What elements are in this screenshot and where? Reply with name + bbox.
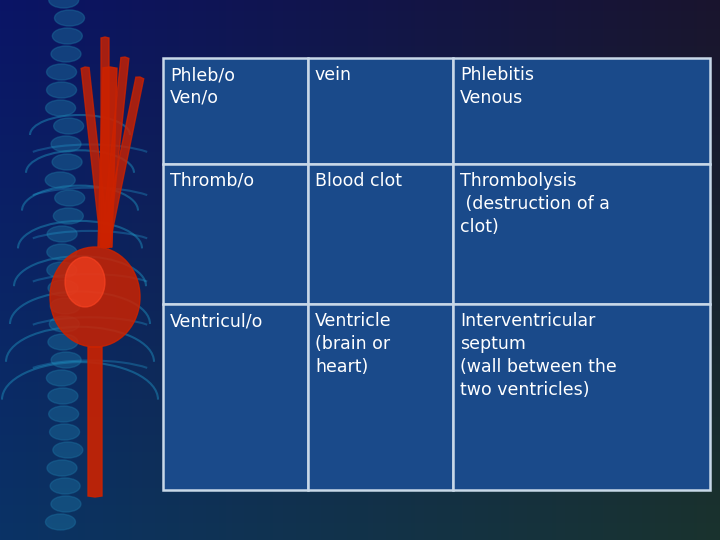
- Bar: [308, 304, 453, 490]
- Ellipse shape: [49, 406, 78, 422]
- Text: Ventricul/o: Ventricul/o: [170, 312, 264, 330]
- Text: Phleb/o
Ven/o: Phleb/o Ven/o: [170, 66, 235, 107]
- Text: Phlebitis
Venous: Phlebitis Venous: [460, 66, 534, 107]
- Ellipse shape: [47, 64, 76, 80]
- Bar: [453, 58, 710, 164]
- Ellipse shape: [50, 424, 80, 440]
- Ellipse shape: [47, 262, 77, 278]
- FancyArrow shape: [81, 67, 109, 247]
- Ellipse shape: [45, 514, 76, 530]
- Bar: [163, 164, 308, 304]
- Ellipse shape: [51, 352, 81, 368]
- Ellipse shape: [53, 28, 82, 44]
- Text: Thrombolysis
 (destruction of a
clot): Thrombolysis (destruction of a clot): [460, 172, 610, 235]
- FancyArrow shape: [101, 77, 144, 248]
- Text: Thromb/o: Thromb/o: [170, 172, 254, 190]
- Ellipse shape: [45, 172, 75, 188]
- Ellipse shape: [48, 334, 78, 350]
- Ellipse shape: [47, 226, 77, 242]
- Bar: [308, 58, 453, 164]
- Ellipse shape: [52, 154, 82, 170]
- Ellipse shape: [48, 388, 78, 404]
- Bar: [308, 164, 453, 304]
- FancyArrow shape: [101, 37, 109, 247]
- Ellipse shape: [46, 370, 76, 386]
- Ellipse shape: [51, 46, 81, 62]
- Ellipse shape: [51, 496, 81, 512]
- Ellipse shape: [55, 190, 85, 206]
- FancyArrow shape: [98, 67, 117, 247]
- Bar: [163, 304, 308, 490]
- Text: vein: vein: [315, 66, 352, 84]
- Ellipse shape: [55, 10, 84, 26]
- Ellipse shape: [47, 82, 76, 98]
- Ellipse shape: [48, 280, 78, 296]
- Ellipse shape: [50, 298, 80, 314]
- Ellipse shape: [65, 257, 105, 307]
- Ellipse shape: [53, 208, 84, 224]
- Text: Interventricular
septum
(wall between the
two ventricles): Interventricular septum (wall between th…: [460, 312, 616, 399]
- Ellipse shape: [45, 100, 76, 116]
- Ellipse shape: [50, 478, 80, 494]
- Ellipse shape: [49, 316, 79, 332]
- FancyArrow shape: [88, 347, 102, 497]
- Ellipse shape: [54, 118, 84, 134]
- Ellipse shape: [50, 247, 140, 347]
- Ellipse shape: [51, 136, 81, 152]
- Bar: [453, 304, 710, 490]
- FancyArrow shape: [101, 57, 129, 247]
- Ellipse shape: [47, 244, 77, 260]
- Ellipse shape: [53, 442, 83, 458]
- Ellipse shape: [49, 0, 78, 8]
- Text: Ventricle
(brain or
heart): Ventricle (brain or heart): [315, 312, 392, 376]
- Bar: [453, 164, 710, 304]
- Ellipse shape: [47, 460, 77, 476]
- Bar: [163, 58, 308, 164]
- Text: Blood clot: Blood clot: [315, 172, 402, 190]
